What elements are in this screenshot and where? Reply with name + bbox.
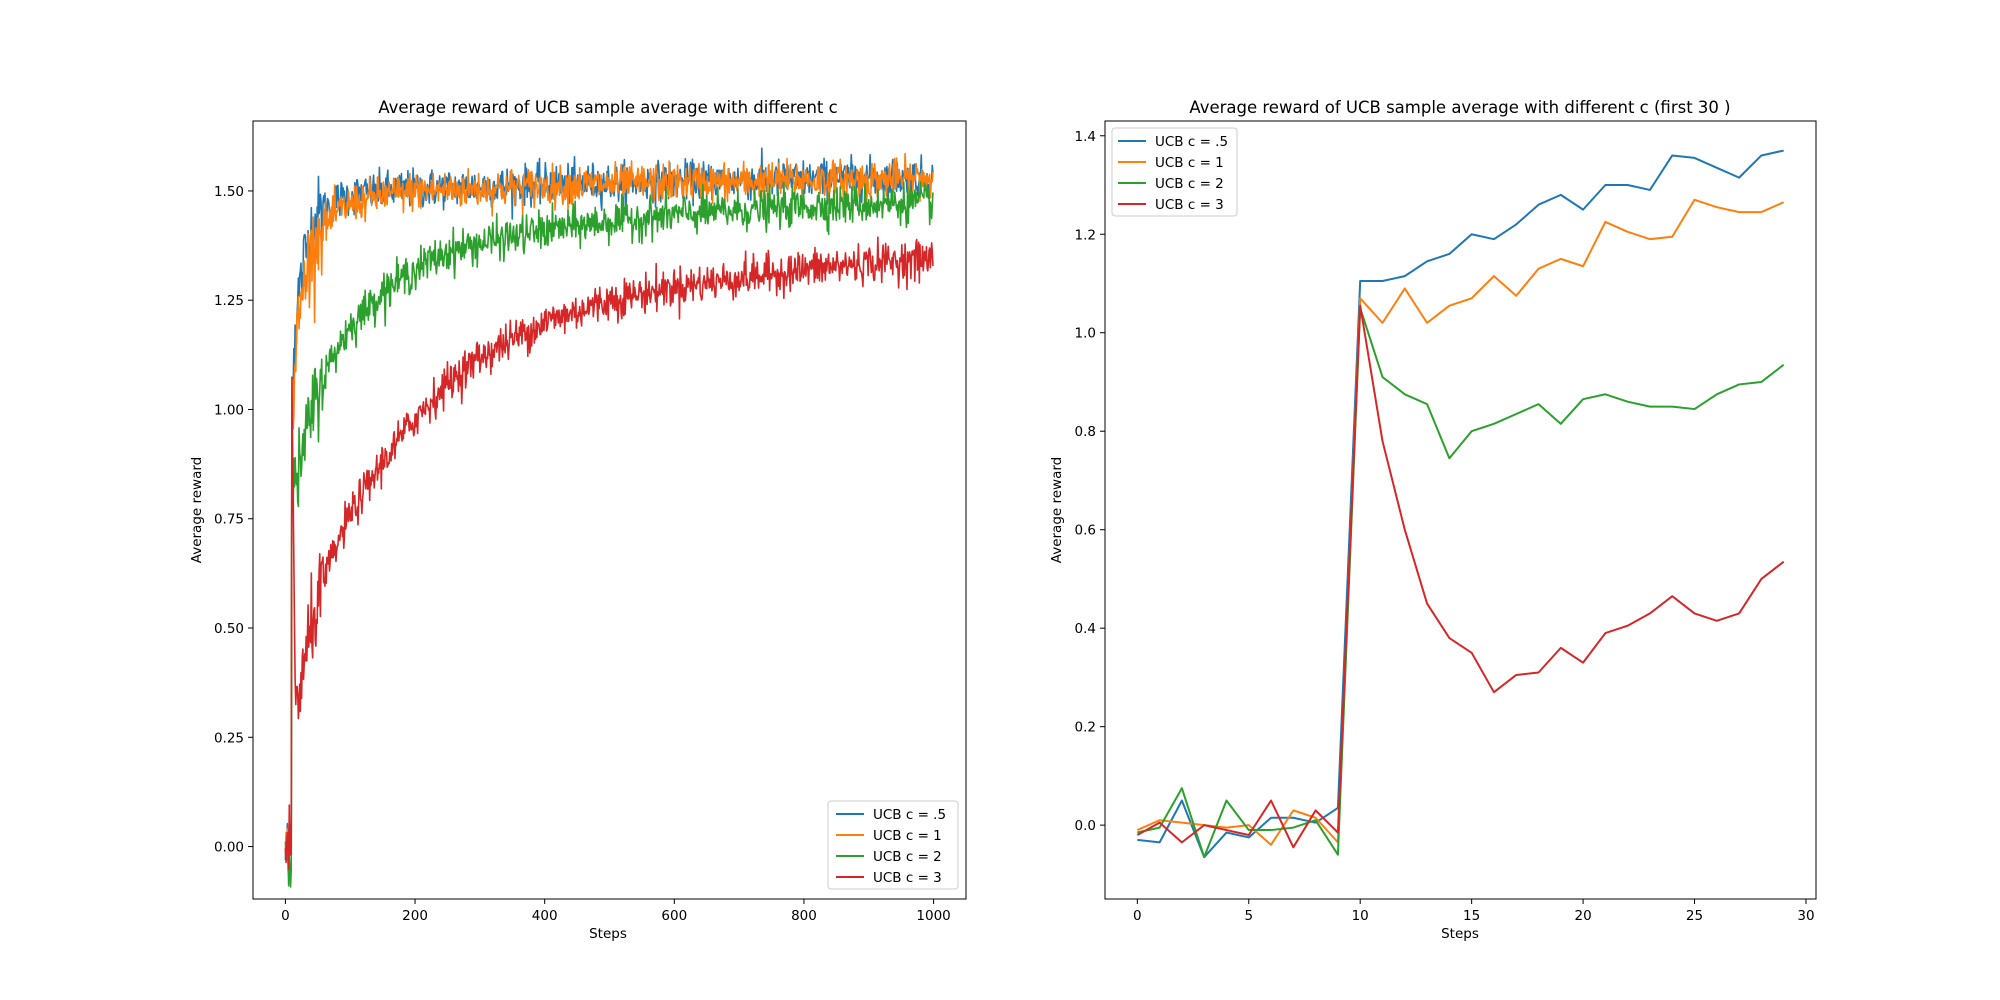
chart-right-ytick-label: 0.6 <box>1075 523 1096 539</box>
chart-left-ytick-label: 1.25 <box>214 293 244 309</box>
chart-right-ylabel: Average reward <box>1049 457 1065 563</box>
chart-right: Average reward of UCB sample average wit… <box>1049 98 1817 942</box>
chart-right-xtick-label: 30 <box>1797 908 1814 924</box>
chart-left-axes-frame <box>252 120 967 900</box>
chart-right-legend-frame <box>1111 127 1238 217</box>
chart-left-title: Average reward of UCB sample average wit… <box>378 98 837 117</box>
chart-right-xtick-label: 15 <box>1463 908 1480 924</box>
chart-right-series-group <box>1136 149 1785 859</box>
chart-right-ytick-label: 0.8 <box>1075 424 1096 440</box>
chart-right-series-line-c2 <box>1137 307 1785 859</box>
chart-right-xticks: 0 5 10 15 20 25 30 <box>1133 899 1815 924</box>
chart-right-legend-label-c3: UCB c = 3 <box>1155 197 1224 213</box>
chart-left-xtick-label: 0 <box>281 908 290 924</box>
chart-right-xtick-label: 0 <box>1133 908 1142 924</box>
chart-right-legend: UCB c = .5 UCB c = 1 UCB c = 2 UCB c = 3 <box>1111 127 1238 217</box>
chart-right-yticks: 0.0 0.2 0.4 0.6 0.8 1.0 1.2 1.4 <box>1075 129 1105 834</box>
chart-left-legend-label-c2: UCB c = 2 <box>873 849 942 865</box>
chart-left-ytick-label: 0.75 <box>214 512 244 528</box>
chart-left-xlabel: Steps <box>589 926 627 942</box>
chart-right-xtick-label: 10 <box>1352 908 1369 924</box>
chart-right-title: Average reward of UCB sample average wit… <box>1189 98 1730 117</box>
chart-left-legend-label-c05: UCB c = .5 <box>873 807 946 823</box>
chart-left-series-group <box>284 147 934 888</box>
chart-right-xtick-label: 5 <box>1244 908 1253 924</box>
chart-right-ytick-label: 1.4 <box>1075 129 1096 145</box>
chart-left-ytick-label: 0.50 <box>214 621 244 637</box>
chart-left-xtick-label: 1000 <box>916 908 950 924</box>
chart-left-ylabel: Average reward <box>189 457 205 563</box>
chart-left-xtick-label: 400 <box>532 908 558 924</box>
chart-right-ytick-label: 0.2 <box>1075 720 1096 736</box>
chart-right-legend-label-c05: UCB c = .5 <box>1155 134 1228 150</box>
chart-left-series-line-c3 <box>284 236 934 871</box>
chart-left-legend-label-c1: UCB c = 1 <box>873 828 942 844</box>
chart-left-ytick-label: 0.00 <box>214 840 244 856</box>
chart-left-legend-frame <box>827 800 959 890</box>
chart-right-ytick-label: 1.0 <box>1075 326 1096 342</box>
chart-right-xtick-label: 20 <box>1574 908 1591 924</box>
chart-right-legend-label-c1: UCB c = 1 <box>1155 155 1224 171</box>
chart-left-ytick-label: 0.25 <box>214 730 244 746</box>
chart-left-xticks: 0 200 400 600 800 1000 <box>281 899 951 924</box>
chart-right-ytick-label: 1.2 <box>1075 227 1096 243</box>
chart-left-yticks: 0.00 0.25 0.50 0.75 1.00 1.25 1.50 <box>214 184 253 856</box>
chart-right-axes-frame <box>1104 120 1817 900</box>
chart-left-legend-label-c3: UCB c = 3 <box>873 870 942 886</box>
chart-right-xlabel: Steps <box>1441 926 1479 942</box>
chart-right-ytick-label: 0.4 <box>1075 621 1096 637</box>
chart-left-xtick-label: 600 <box>661 908 687 924</box>
chart-right-ytick-label: 0.0 <box>1075 818 1096 834</box>
chart-right-series-line-c05 <box>1137 149 1784 859</box>
chart-left-legend: UCB c = .5 UCB c = 1 UCB c = 2 UCB c = 3 <box>827 800 959 890</box>
chart-right-xtick-label: 25 <box>1686 908 1703 924</box>
chart-left-ytick-label: 1.00 <box>214 402 244 418</box>
chart-left: Average reward of UCB sample average wit… <box>189 98 967 942</box>
chart-right-series-line-c3 <box>1136 304 1785 849</box>
chart-left-xtick-label: 200 <box>402 908 428 924</box>
chart-left-ytick-label: 1.50 <box>214 184 244 200</box>
chart-right-legend-label-c2: UCB c = 2 <box>1155 176 1224 192</box>
chart-left-series-line-c2 <box>284 181 934 888</box>
chart-left-xtick-label: 800 <box>791 908 817 924</box>
chart-left-series-line-c1 <box>284 152 934 879</box>
